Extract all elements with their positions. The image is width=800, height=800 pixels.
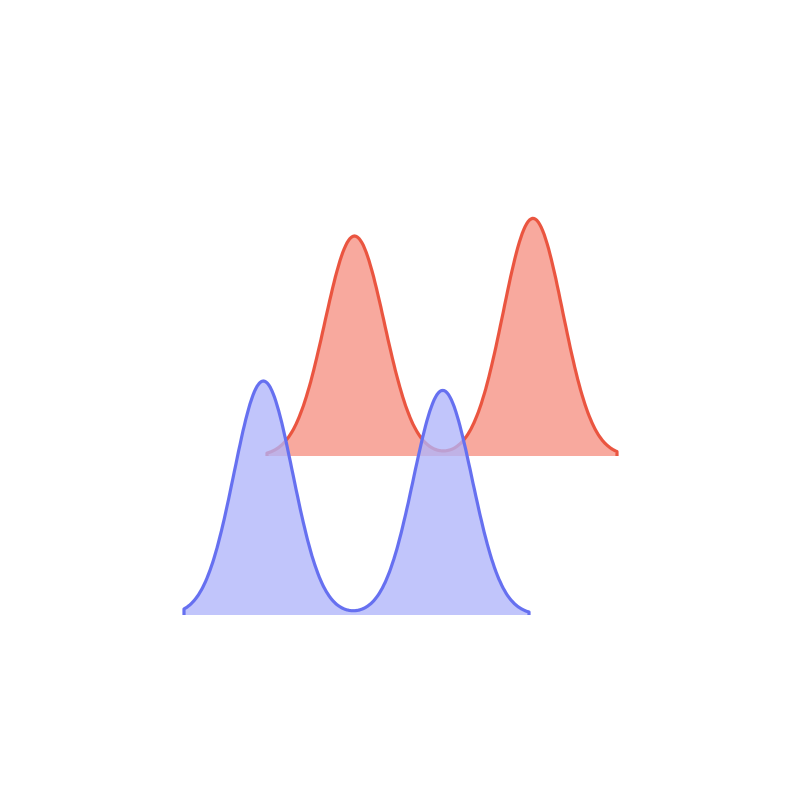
- series-1-area: [267, 218, 617, 456]
- series-2-line: [182, 379, 531, 615]
- series-2: [182, 379, 531, 615]
- series-2-area: [184, 381, 529, 615]
